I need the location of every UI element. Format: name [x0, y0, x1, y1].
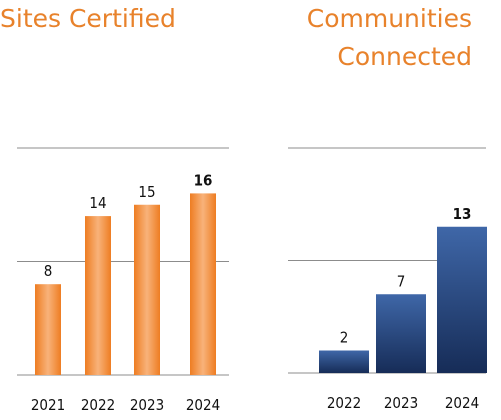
sites-certified-tick-label-2023: 2023	[130, 396, 164, 414]
communities-connected-value-label-2023: 7	[397, 272, 406, 290]
sites-certified-value-label-2022: 14	[89, 194, 106, 212]
chart-title-communities-connected: Communities Connected	[288, 0, 472, 76]
sites-certified-value-label-2021: 8	[44, 262, 53, 280]
sites-certified-tick-label-2024: 2024	[186, 396, 220, 414]
sites-certified-tick-label-2021: 2021	[31, 396, 65, 414]
chart-title-line-1: Communities	[306, 4, 472, 33]
sites-certified-value-label-2023: 15	[138, 183, 155, 201]
sites-certified-tick-label-2022: 2022	[81, 396, 115, 414]
communities-connected-chart: 2 2022 7 2023 13 2024	[288, 147, 487, 412]
sites-certified-bar-2021	[35, 284, 61, 375]
sites-certified-chart: 8 2021 14 2022 15 2023 16 2024	[17, 147, 229, 414]
communities-connected-tick-label-2024: 2024	[445, 394, 479, 412]
chart-title-sites-certified: Sites Certified	[0, 4, 176, 33]
chart-title-line-2: Connected	[337, 42, 472, 71]
communities-connected-bar-2023	[376, 294, 426, 373]
communities-connected-value-label-2024: 13	[453, 205, 472, 223]
sites-certified-bar-2024	[190, 193, 216, 375]
sites-certified-value-label-2024: 16	[194, 171, 213, 189]
communities-connected-value-label-2022: 2	[340, 329, 349, 347]
sites-certified-bar-2023	[134, 204, 160, 375]
communities-connected-tick-label-2022: 2022	[327, 394, 361, 412]
communities-connected-bar-2022	[319, 350, 369, 373]
sites-certified-bar-2022	[85, 216, 111, 375]
communities-connected-bar-2024	[437, 226, 487, 373]
communities-connected-tick-label-2023: 2023	[384, 394, 418, 412]
